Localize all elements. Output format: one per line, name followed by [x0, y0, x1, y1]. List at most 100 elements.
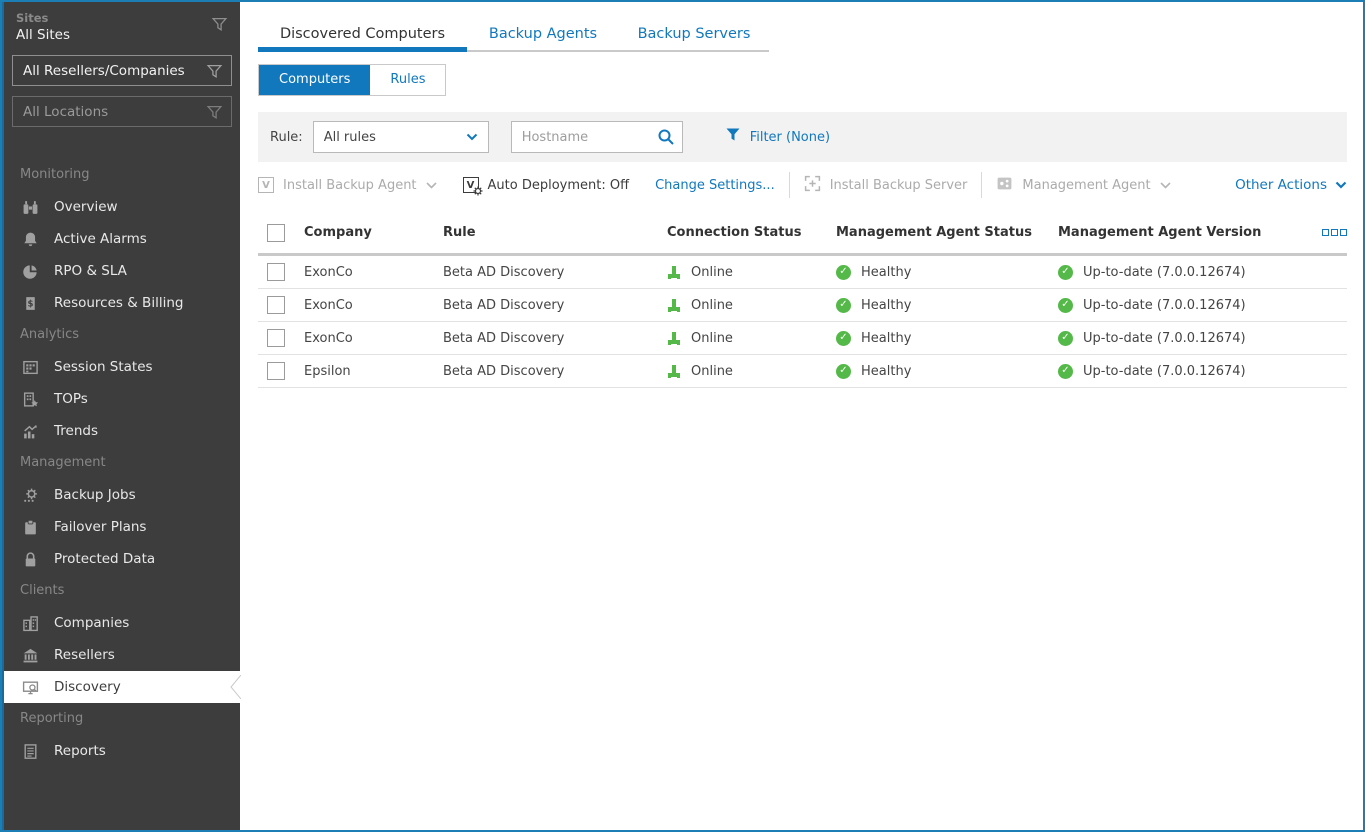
- clipboard-icon: [21, 518, 39, 536]
- sidebar-item-trends[interactable]: Trends: [4, 415, 240, 447]
- sidebar-item-overview[interactable]: Overview: [4, 191, 240, 223]
- sidebar-item-protected-data[interactable]: Protected Data: [4, 543, 240, 575]
- agent-version-cell: ✓ Up-to-date (7.0.0.12674): [1052, 265, 1311, 280]
- computers-table: Company Rule Connection Status Managemen…: [258, 212, 1347, 388]
- network-online-icon: [667, 265, 681, 279]
- sidebar-item-resellers[interactable]: Resellers: [4, 639, 240, 671]
- sidebar-item-session-states[interactable]: Session States: [4, 351, 240, 383]
- filter-bar: Rule: All rules Filter (None): [258, 112, 1347, 162]
- resellers-companies-filter[interactable]: All Resellers/Companies: [12, 55, 232, 86]
- magnifier-icon[interactable]: [657, 128, 675, 150]
- subtab-computers[interactable]: Computers: [259, 65, 370, 95]
- section-label-management: Management: [4, 447, 240, 479]
- sidebar-item-reports[interactable]: Reports: [4, 735, 240, 767]
- sidebar-item-label: Resellers: [54, 647, 115, 663]
- sidebar: Sites All Sites All Resellers/Companies …: [2, 2, 240, 830]
- table-header-row: Company Rule Connection Status Managemen…: [258, 212, 1347, 256]
- sidebar-item-backup-jobs[interactable]: Backup Jobs: [4, 479, 240, 511]
- column-header-connection-status[interactable]: Connection Status: [661, 225, 830, 240]
- management-agent-button[interactable]: Management Agent: [996, 175, 1170, 196]
- sidebar-item-label: Active Alarms: [54, 231, 147, 247]
- auto-deployment-icon: V: [463, 177, 479, 193]
- agent-version-text: Up-to-date (7.0.0.12674): [1083, 364, 1246, 379]
- sidebar-item-discovery[interactable]: Discovery: [4, 671, 240, 703]
- auto-deployment-toggle[interactable]: V Auto Deployment: Off: [463, 177, 630, 193]
- row-checkbox[interactable]: [267, 263, 285, 281]
- agent-version-text: Up-to-date (7.0.0.12674): [1083, 331, 1246, 346]
- column-header-management-agent-version[interactable]: Management Agent Version: [1052, 225, 1311, 240]
- row-checkbox[interactable]: [267, 362, 285, 380]
- filter-none-label: Filter (None): [750, 130, 830, 145]
- section-label-monitoring: Monitoring: [4, 159, 240, 191]
- install-backup-server-label: Install Backup Server: [830, 178, 968, 193]
- rule-cell: Beta AD Discovery: [437, 298, 661, 313]
- connection-status-text: Online: [691, 265, 733, 280]
- column-header-rule[interactable]: Rule: [437, 225, 661, 240]
- other-actions-button[interactable]: Other Actions: [1235, 177, 1347, 193]
- management-agent-icon: [996, 175, 1013, 196]
- management-agent-label: Management Agent: [1022, 178, 1150, 193]
- install-backup-server-button[interactable]: Install Backup Server: [804, 175, 968, 196]
- building-star-icon: [21, 390, 39, 408]
- tab-backup-agents[interactable]: Backup Agents: [467, 22, 619, 52]
- network-online-icon: [667, 331, 681, 345]
- table-row[interactable]: Epsilon Beta AD Discovery Online ✓ Healt…: [258, 355, 1347, 388]
- agent-status-text: Healthy: [861, 298, 911, 313]
- change-settings-label: Change Settings...: [655, 178, 775, 193]
- row-checkbox[interactable]: [267, 329, 285, 347]
- filter-none-button[interactable]: Filter (None): [725, 127, 830, 147]
- change-settings-link[interactable]: Change Settings...: [655, 178, 775, 193]
- report-icon: [21, 742, 39, 760]
- table-row[interactable]: ExonCo Beta AD Discovery Online ✓ Health…: [258, 322, 1347, 355]
- auto-deployment-label: Auto Deployment: Off: [488, 178, 630, 193]
- green-check-icon: ✓: [836, 331, 851, 346]
- select-all-checkbox[interactable]: [267, 224, 285, 242]
- green-check-icon: ✓: [1058, 331, 1073, 346]
- sidebar-item-active-alarms[interactable]: Active Alarms: [4, 223, 240, 255]
- sidebar-item-label: Backup Jobs: [54, 487, 136, 503]
- connection-status-text: Online: [691, 364, 733, 379]
- install-backup-agent-button[interactable]: V Install Backup Agent: [258, 177, 437, 193]
- funnel-icon[interactable]: [206, 63, 223, 84]
- selected-item-arrow: [230, 675, 241, 703]
- agent-status-cell: ✓ Healthy: [830, 331, 1052, 346]
- section-label-clients: Clients: [4, 575, 240, 607]
- table-row[interactable]: ExonCo Beta AD Discovery Online ✓ Health…: [258, 289, 1347, 322]
- sidebar-item-label: Reports: [54, 743, 106, 759]
- tab-discovered-computers[interactable]: Discovered Computers: [258, 22, 467, 52]
- sidebar-item-label: Failover Plans: [54, 519, 146, 535]
- connection-status-cell: Online: [661, 364, 830, 379]
- sites-filter[interactable]: Sites All Sites: [4, 2, 240, 55]
- connection-status-text: Online: [691, 331, 733, 346]
- rule-select[interactable]: All rules: [313, 121, 489, 153]
- install-backup-agent-label: Install Backup Agent: [283, 178, 417, 193]
- sidebar-item-failover-plans[interactable]: Failover Plans: [4, 511, 240, 543]
- locations-filter[interactable]: All Locations: [12, 96, 232, 127]
- subtab-rules[interactable]: Rules: [370, 65, 445, 95]
- rule-label: Rule:: [270, 130, 303, 145]
- agent-version-cell: ✓ Up-to-date (7.0.0.12674): [1052, 364, 1311, 379]
- column-header-management-agent-status[interactable]: Management Agent Status: [830, 225, 1052, 240]
- section-label-analytics: Analytics: [4, 319, 240, 351]
- column-header-company[interactable]: Company: [298, 225, 437, 240]
- sidebar-item-label: Overview: [54, 199, 118, 215]
- sidebar-item-label: Session States: [54, 359, 153, 375]
- connection-status-cell: Online: [661, 298, 830, 313]
- funnel-icon[interactable]: [206, 104, 223, 125]
- sidebar-item-rpo-sla[interactable]: RPO & SLA: [4, 255, 240, 287]
- table-row[interactable]: ExonCo Beta AD Discovery Online ✓ Health…: [258, 256, 1347, 289]
- funnel-icon[interactable]: [211, 16, 228, 37]
- sidebar-item-resources-billing[interactable]: $ Resources & Billing: [4, 287, 240, 319]
- lock-icon: [21, 550, 39, 568]
- sidebar-item-companies[interactable]: Companies: [4, 607, 240, 639]
- bank-icon: [21, 646, 39, 664]
- svg-text:$: $: [27, 299, 33, 309]
- tab-backup-servers[interactable]: Backup Servers: [619, 22, 769, 52]
- sidebar-item-tops[interactable]: TOPs: [4, 383, 240, 415]
- gear-jobs-icon: [21, 486, 39, 504]
- column-chooser-icon[interactable]: [1311, 229, 1347, 236]
- row-checkbox[interactable]: [267, 296, 285, 314]
- green-check-icon: ✓: [836, 265, 851, 280]
- sidebar-item-label: Companies: [54, 615, 129, 631]
- toolbar-separator: [981, 172, 982, 198]
